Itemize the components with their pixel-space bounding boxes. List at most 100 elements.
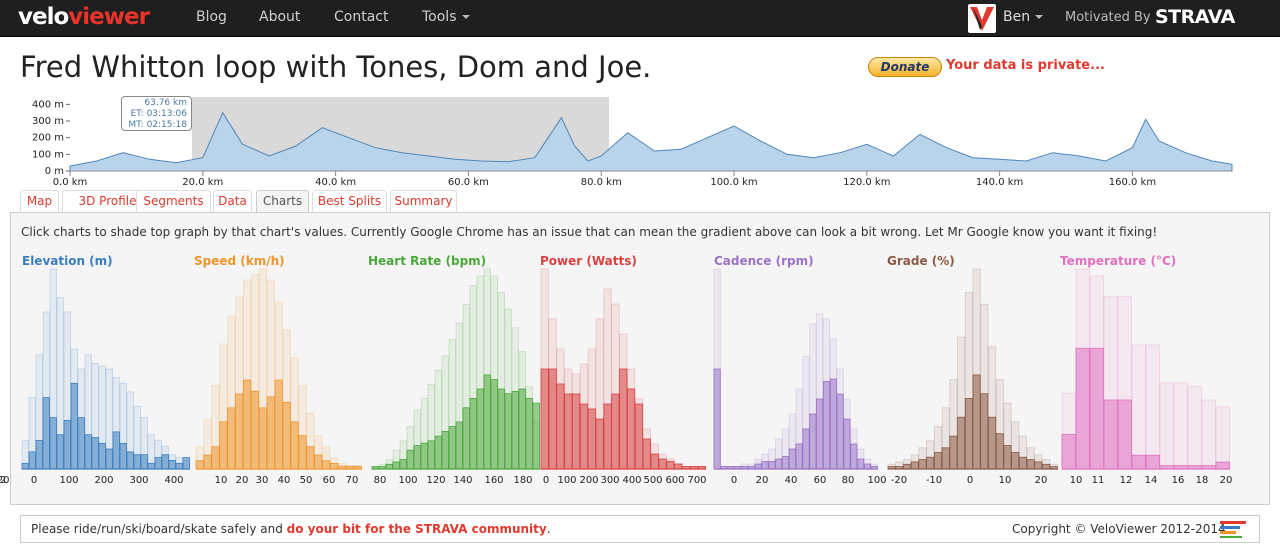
histogram-bar[interactable] <box>918 459 927 470</box>
histogram-bar[interactable] <box>595 418 604 470</box>
histogram-bar[interactable] <box>490 379 498 470</box>
histogram-bar[interactable] <box>195 460 204 470</box>
histogram-bar[interactable] <box>462 407 470 470</box>
histogram-bar[interactable] <box>903 463 912 470</box>
histogram-bar[interactable] <box>802 428 810 470</box>
histogram-bar[interactable] <box>579 403 589 470</box>
histogram-bar[interactable] <box>836 393 844 470</box>
histogram-bar[interactable] <box>258 407 268 470</box>
histogram-6[interactable]: Temperature (°C) 10 11 12 14 16 18 20 22 <box>0 254 1232 486</box>
histogram-bar[interactable] <box>957 416 966 470</box>
histogram-bar[interactable] <box>674 463 683 470</box>
histogram-bar[interactable] <box>235 393 244 470</box>
histogram-bar[interactable] <box>1089 347 1104 470</box>
histogram-bar[interactable] <box>1061 434 1076 470</box>
tab-data[interactable]: Data <box>213 190 252 213</box>
histogram-bar[interactable] <box>242 379 252 470</box>
histogram-bar[interactable] <box>972 374 981 470</box>
histogram-bar[interactable] <box>634 403 644 470</box>
histogram-bar[interactable] <box>219 421 228 470</box>
histogram-bar[interactable] <box>518 388 526 470</box>
histogram-bar[interactable] <box>572 393 581 470</box>
histogram-bar[interactable] <box>1042 463 1051 470</box>
histogram-bar[interactable] <box>154 457 162 470</box>
histogram-bar[interactable] <box>910 461 919 470</box>
histogram-bar[interactable] <box>392 461 400 470</box>
histogram-bar[interactable] <box>511 390 519 470</box>
histogram-bar[interactable] <box>314 454 323 470</box>
histogram-bar[interactable] <box>1103 399 1118 470</box>
tab-best-splits[interactable]: Best Splits <box>312 190 387 213</box>
histogram-bar[interactable] <box>775 458 783 470</box>
histogram-bar[interactable] <box>504 393 512 470</box>
histogram-bar[interactable] <box>77 417 85 470</box>
histogram-bar[interactable] <box>926 456 935 470</box>
histogram-bar[interactable] <box>147 462 155 470</box>
histogram-bar[interactable] <box>863 463 871 470</box>
histogram-bar[interactable] <box>564 393 573 470</box>
histogram-2[interactable]: Heart Rate (bpm) 80 100 120 140 160 180 <box>368 254 540 486</box>
histogram-bar[interactable] <box>532 402 540 470</box>
histogram-bar[interactable] <box>211 446 220 470</box>
histogram-bar[interactable] <box>182 457 190 470</box>
histogram-bar[interactable] <box>56 434 64 470</box>
histogram-bar[interactable] <box>949 435 958 470</box>
histogram-bar[interactable] <box>1117 399 1132 470</box>
histogram-1[interactable]: Speed (km/h) 10 20 30 40 50 60 70 <box>194 254 363 486</box>
histogram-bar[interactable] <box>306 446 315 470</box>
histogram-bar[interactable] <box>1026 459 1035 470</box>
histogram-bar[interactable] <box>133 454 141 470</box>
histogram-bar[interactable] <box>587 408 596 470</box>
histogram-bar[interactable] <box>448 426 456 470</box>
histogram-bar[interactable] <box>768 461 776 470</box>
histogram-bar[interactable] <box>857 458 865 470</box>
histogram-bar[interactable] <box>713 368 721 470</box>
donate-button[interactable]: Donate <box>868 57 942 77</box>
histogram-bar[interactable] <box>754 463 762 470</box>
histogram-bar[interactable] <box>666 461 675 470</box>
histogram-bar[interactable] <box>822 381 830 470</box>
histogram-bar[interactable] <box>274 379 283 470</box>
histogram-bar[interactable] <box>322 460 331 470</box>
tab-segments[interactable]: Segments <box>136 190 211 213</box>
histogram-bar[interactable] <box>84 434 92 470</box>
histogram-bar[interactable] <box>829 378 837 470</box>
histogram-bar[interactable] <box>168 459 176 470</box>
histogram-bar[interactable] <box>497 388 505 470</box>
histogram-bar[interactable] <box>611 393 620 470</box>
histogram-bar[interactable] <box>42 397 50 470</box>
histogram-bar[interactable] <box>980 393 989 470</box>
histogram-bar[interactable] <box>434 435 442 470</box>
histogram-bar[interactable] <box>1075 347 1090 470</box>
histogram-bar[interactable] <box>761 461 769 470</box>
histogram-bar[interactable] <box>455 421 463 470</box>
histogram-bar[interactable] <box>266 396 275 470</box>
histogram-bar[interactable] <box>795 443 803 470</box>
histogram-bar[interactable] <box>627 388 636 470</box>
histogram-bar[interactable] <box>995 433 1004 470</box>
histogram-bar[interactable] <box>781 456 789 470</box>
histogram-bar[interactable] <box>399 459 407 470</box>
histogram-bar[interactable] <box>420 442 428 470</box>
footer-strava-community-link[interactable]: do your bit for the STRAVA community <box>286 522 547 536</box>
histogram-3[interactable]: Power (Watts) 0 100 200 300 400 500 600 700 <box>540 254 707 486</box>
histogram-bar[interactable] <box>476 388 484 470</box>
histogram-0[interactable]: Elevation (m) 0 100 200 300 400 <box>21 254 190 486</box>
nav-tools-dropdown[interactable]: Tools <box>422 9 470 25</box>
histogram-bar[interactable] <box>329 462 339 470</box>
histogram-bar[interactable] <box>650 453 659 470</box>
histogram-bar[interactable] <box>540 368 549 470</box>
histogram-bar[interactable] <box>1019 456 1028 470</box>
histogram-bar[interactable] <box>934 452 943 470</box>
histogram-bar[interactable] <box>964 397 973 470</box>
histogram-bar[interactable] <box>161 454 169 470</box>
histogram-bar[interactable] <box>441 430 449 470</box>
histogram-bar[interactable] <box>49 417 57 470</box>
histogram-bar[interactable] <box>175 462 183 470</box>
histogram-bar[interactable] <box>816 398 824 470</box>
histogram-bar[interactable] <box>619 368 628 470</box>
histogram-bar[interactable] <box>603 403 612 470</box>
histogram-bar[interactable] <box>1003 445 1012 470</box>
histogram-bar[interactable] <box>1145 454 1160 470</box>
